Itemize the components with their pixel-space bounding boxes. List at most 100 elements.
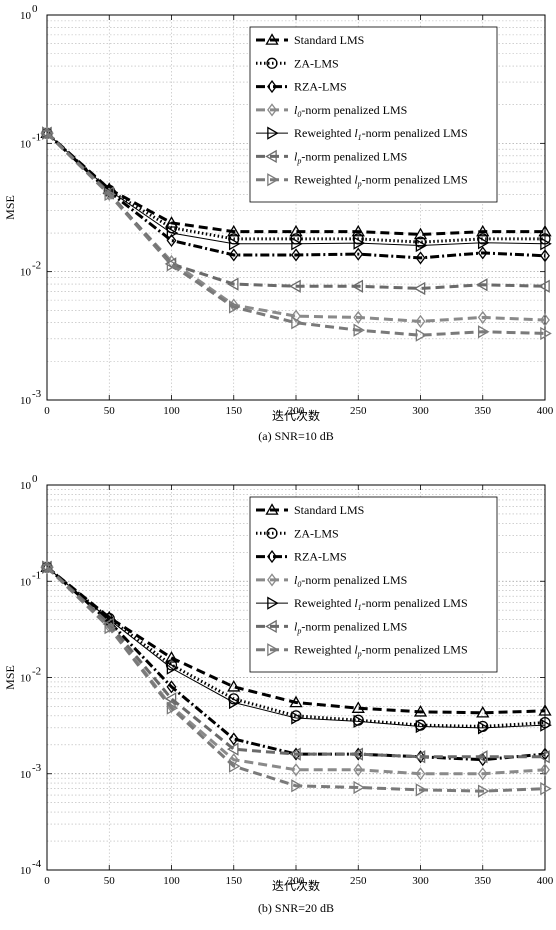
data-point-lp	[475, 278, 488, 292]
x-tick-label: 100	[163, 405, 180, 417]
data-point-lp	[351, 747, 364, 761]
data-point-l0	[353, 763, 364, 777]
data-point-l0	[415, 767, 426, 781]
y-tick-label: 10	[20, 673, 32, 685]
data-point-std	[476, 224, 490, 237]
y-tick-exponent: -2	[32, 260, 41, 272]
legend-marker-rwlp	[267, 643, 279, 657]
data-point-lp	[289, 279, 301, 293]
data-point-rwlp	[228, 300, 241, 314]
data-point-rwlp	[540, 326, 552, 341]
x-tick-label: 0	[44, 405, 50, 417]
data-point-za	[414, 236, 427, 248]
data-point-l0	[415, 314, 426, 328]
y-tick-exponent: -3	[32, 388, 42, 400]
data-point-std	[413, 227, 428, 240]
data-point-rwlp	[166, 258, 179, 272]
data-point-rwl1	[228, 695, 241, 710]
legend-box	[249, 496, 498, 673]
x-tick-label: 350	[475, 875, 492, 887]
data-point-lp	[538, 750, 550, 764]
data-point-std	[164, 651, 179, 663]
data-point-lp	[413, 281, 426, 296]
legend-marker-std	[265, 503, 279, 515]
legend-label-rwlp: Reweighted lp-norm penalized LMS	[294, 173, 468, 189]
x-tick-label: 300	[412, 405, 429, 417]
data-point-std	[227, 224, 241, 237]
series-line-rza	[45, 132, 546, 260]
data-point-std	[351, 224, 365, 237]
data-point-rwlp	[42, 560, 54, 574]
data-point-rwlp	[228, 759, 241, 773]
data-point-za	[228, 693, 240, 705]
data-point-lp	[40, 560, 52, 574]
data-point-rza	[540, 249, 550, 263]
x-tick-label: 100	[163, 875, 180, 887]
data-point-lp	[538, 279, 550, 293]
data-point-rwlp	[477, 784, 490, 798]
legend-label-std: Standard LMS	[294, 503, 364, 517]
chart-panel-2: 0 50 100 150 200 250 300 350 40010-410-310-210-1…	[3, 473, 554, 915]
data-point-lp	[289, 747, 301, 761]
x-tick-label: 50	[104, 875, 116, 887]
y-tick-label: 10	[20, 865, 32, 877]
data-point-rwl1	[353, 236, 366, 250]
series-line-za	[46, 566, 546, 728]
x-tick-label: 50	[104, 405, 116, 417]
legend-marker-l0	[267, 573, 277, 587]
legend-marker-rwl1	[267, 126, 279, 140]
data-point-za	[352, 233, 364, 245]
series-rwlp	[42, 126, 552, 342]
data-point-rwlp	[477, 325, 490, 339]
y-axis-label: MSE	[3, 195, 17, 220]
data-point-rwl1	[415, 238, 428, 253]
series-line-za	[45, 132, 545, 244]
data-point-l0	[477, 767, 488, 781]
data-point-std	[40, 126, 54, 138]
data-point-rza	[166, 233, 177, 248]
data-point-za	[477, 233, 489, 245]
series-line-lp	[45, 566, 545, 759]
y-tick-label: 10	[20, 10, 32, 22]
chart-panel-1: 0 50 100 150 200 250 300 350 40010-310-210-1100迭…	[3, 3, 554, 443]
data-point-rwl1	[166, 226, 179, 240]
data-point-rwlp	[104, 620, 117, 635]
x-tick-label: 400	[537, 875, 554, 887]
data-point-rwl1	[477, 236, 490, 250]
y-tick-exponent: -4	[32, 858, 42, 870]
x-axis-label: 迭代次数	[272, 878, 320, 893]
data-point-l0	[540, 763, 550, 777]
data-point-rwlp	[166, 701, 179, 715]
data-point-rza	[353, 247, 364, 261]
data-point-rza	[415, 251, 426, 265]
data-point-l0	[291, 309, 301, 323]
data-point-rwl1	[291, 237, 303, 251]
x-tick-label: 200	[288, 875, 305, 887]
data-point-rwl1	[353, 714, 366, 729]
legend-marker-rza	[267, 79, 277, 94]
legend-marker-rwlp	[267, 173, 279, 187]
data-point-rwlp	[415, 328, 428, 342]
data-point-rwlp	[353, 323, 366, 337]
y-tick-label: 10	[20, 138, 32, 150]
legend-label-std: Standard LMS	[294, 33, 364, 47]
data-point-rwlp	[104, 187, 117, 202]
data-point-rwl1	[540, 237, 552, 251]
legend-label-rwlp: Reweighted lp-norm penalized LMS	[294, 643, 468, 659]
data-point-lp	[226, 742, 239, 756]
data-point-lp	[40, 126, 52, 140]
legend-label-l0: l0-norm penalized LMS	[294, 103, 407, 119]
data-point-std	[351, 701, 365, 713]
y-tick-label: 10	[20, 395, 32, 407]
legend-label-rza: RZA-LMS	[294, 550, 347, 564]
legend-label-rwl1: Reweighted l1-norm penalized LMS	[294, 126, 468, 142]
data-point-rwl1	[291, 711, 303, 725]
series-line-rwl1	[46, 566, 546, 729]
x-tick-label: 250	[350, 875, 367, 887]
legend-label-za: ZA-LMS	[294, 526, 339, 540]
data-point-std	[538, 704, 552, 716]
data-point-rza	[166, 680, 177, 694]
data-point-rwlp	[291, 779, 303, 793]
data-point-std	[413, 705, 428, 717]
series-line-rwl1	[46, 132, 546, 246]
